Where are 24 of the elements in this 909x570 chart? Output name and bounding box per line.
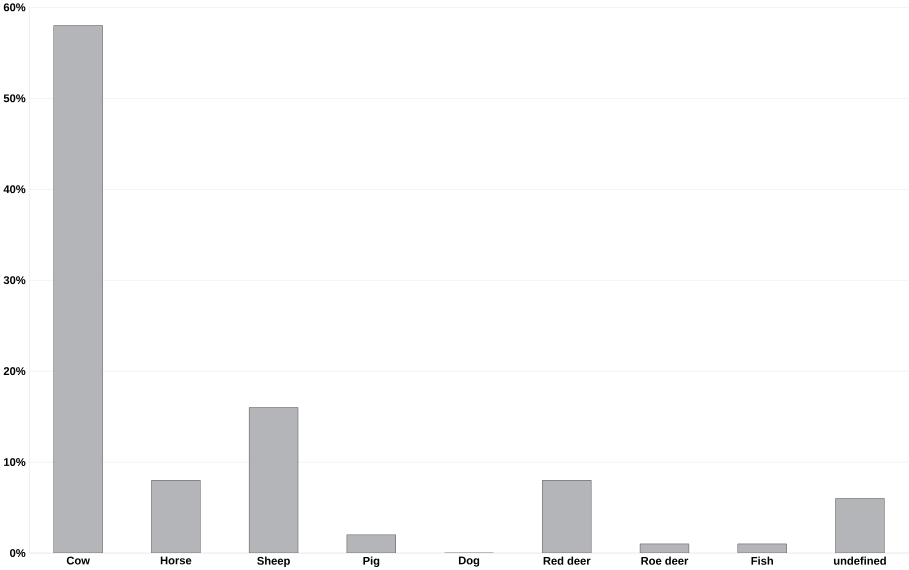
x-tick-label: Roe deer [641, 556, 688, 565]
y-tick-label: 30% [4, 276, 26, 284]
bar [835, 498, 885, 553]
bar [542, 480, 592, 553]
x-tick-label: Red deer [544, 556, 590, 565]
x-tick-label: Pig [363, 556, 380, 567]
y-tick-label: 60% [4, 3, 26, 12]
x-tick-label: undefined [834, 556, 886, 565]
x-tick-label: Fish [752, 556, 773, 565]
bar [54, 25, 103, 553]
bar [640, 544, 689, 553]
bar [346, 534, 396, 553]
y-tick-label: 50% [4, 94, 26, 102]
bar [248, 407, 298, 553]
y-tick-label: 0% [10, 548, 26, 557]
y-tick-label: 10% [4, 458, 26, 466]
x-tick-label: Dog [458, 556, 480, 566]
x-tick-label: Horse [160, 556, 192, 564]
bar [738, 544, 787, 553]
x-tick-label: Sheep [257, 556, 290, 567]
y-tick-label: 20% [4, 366, 26, 375]
x-tick-label: Cow [66, 556, 90, 564]
y-tick-label: 40% [4, 185, 26, 193]
bar [151, 480, 201, 553]
